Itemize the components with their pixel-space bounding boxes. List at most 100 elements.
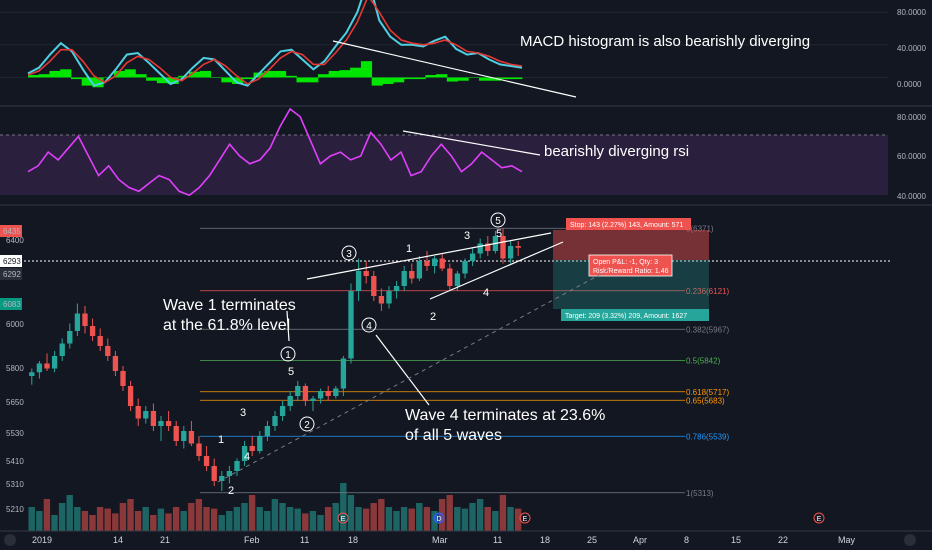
price-tick: 5650 — [6, 398, 24, 407]
macd-histogram-bar — [328, 70, 340, 78]
volume-bar — [317, 515, 324, 531]
date-tick: Feb — [244, 535, 260, 545]
volume-bar — [408, 508, 415, 531]
candle-body — [211, 466, 217, 481]
volume-bar — [446, 495, 453, 531]
rsi-panel: bearishly diverging rsi 80.0000 60.0000 … — [0, 107, 932, 206]
candle-body — [500, 236, 506, 259]
candle-body — [135, 406, 141, 419]
rsi-trendline — [402, 130, 541, 156]
date-tick: 2019 — [32, 535, 52, 545]
volume-bar — [476, 499, 484, 531]
event-marker-label: E — [523, 516, 528, 523]
wave-circle — [490, 212, 506, 228]
volume-bar — [499, 495, 507, 531]
volume-bar — [150, 515, 157, 531]
macd-histogram-bar — [500, 77, 512, 80]
candle-body — [462, 261, 468, 274]
date-tick: Apr — [633, 535, 647, 545]
candle-body — [401, 271, 407, 286]
candle-body — [279, 406, 286, 416]
channel-line — [217, 267, 613, 483]
candle-body — [29, 372, 35, 376]
stop-badge — [566, 218, 691, 230]
wave-label: 4 — [483, 287, 489, 299]
settings-icon[interactable] — [904, 534, 916, 546]
candle-body — [82, 313, 88, 326]
candle-body — [74, 313, 81, 331]
candle-body — [44, 363, 50, 369]
volume-bar — [332, 503, 339, 531]
position-tool[interactable]: Stop: 143 (2.27%) 143, Amount: 571 Targe… — [553, 218, 709, 321]
wave1-annotation-line2: at the 61.8% level — [163, 317, 290, 334]
volume-bar — [507, 507, 514, 531]
wave-label: 4 — [244, 451, 250, 463]
stop-label: Stop: 143 (2.27%) 143, Amount: 571 — [570, 222, 683, 229]
volume-bar — [340, 483, 347, 531]
timezone-icon[interactable] — [4, 534, 16, 546]
macd-histogram-bar — [264, 70, 276, 78]
event-markers: E D E E — [337, 512, 825, 524]
volume-bar — [104, 508, 111, 531]
volume-bar — [81, 511, 89, 531]
candle-body — [173, 426, 179, 441]
volume-bar — [74, 507, 81, 531]
wave-circle — [280, 346, 296, 362]
date-tick: 18 — [348, 535, 358, 545]
candle-body — [424, 261, 430, 266]
volume-bar — [43, 499, 51, 531]
macd-histogram-bar — [414, 77, 426, 80]
macd-line — [27, 0, 523, 87]
wave-number: 2 — [304, 420, 310, 431]
candle-body — [295, 386, 301, 396]
volume-bar — [271, 499, 279, 531]
price-badge-target — [0, 298, 22, 310]
candle-body — [393, 286, 400, 291]
event-marker-label: E — [817, 516, 822, 523]
event-marker — [433, 512, 445, 524]
candle-body — [143, 411, 149, 419]
volume-bar — [28, 507, 35, 531]
major-wave-numbers: 1 2 3 4 5 — [285, 216, 501, 431]
candle-body — [454, 273, 461, 286]
candlesticks — [29, 228, 521, 491]
macd-histogram-bar — [457, 77, 469, 81]
macd-histogram-bar — [221, 77, 233, 83]
candle-body — [333, 388, 339, 396]
candle-body — [127, 386, 134, 406]
wave-label: 1 — [218, 434, 224, 446]
volume-bar — [385, 507, 393, 531]
volume-bar — [180, 511, 187, 531]
candle-body — [158, 421, 164, 426]
volume-bar — [241, 503, 248, 531]
macd-signal-line — [27, 0, 523, 85]
macd-histogram-bar — [403, 77, 416, 80]
price-badge-text: 6293 — [3, 257, 21, 266]
price-tick: 6000 — [6, 320, 24, 329]
date-tick: 14 — [113, 535, 123, 545]
risk-reward-label: Risk/Reward Ratio: 1.46 — [593, 268, 669, 275]
event-marker — [519, 512, 531, 524]
volume-bar — [309, 511, 317, 531]
macd-histogram-bar — [70, 77, 83, 80]
candle-body — [219, 476, 225, 481]
date-tick: 15 — [731, 535, 741, 545]
volume-bar — [218, 515, 225, 531]
volume-bar — [378, 499, 385, 531]
macd-histogram-bar — [285, 75, 297, 78]
event-marker-label: E — [341, 516, 346, 523]
macd-tick: 80.0000 — [897, 8, 926, 17]
price-badge-stop — [0, 225, 22, 237]
wave-number: 1 — [285, 350, 291, 361]
volume-bar — [66, 495, 73, 531]
wedge-lower-line — [429, 241, 564, 300]
wave-label: 3 — [240, 407, 246, 419]
volume-bar — [157, 508, 165, 531]
wave-label: 1 — [406, 243, 412, 255]
candle-body — [469, 253, 476, 261]
macd-histogram-bar — [489, 77, 501, 81]
volume-bar — [438, 499, 446, 531]
wave4-pointer — [375, 334, 430, 406]
macd-histogram-bar — [296, 77, 308, 83]
macd-histogram-bar — [156, 77, 169, 84]
